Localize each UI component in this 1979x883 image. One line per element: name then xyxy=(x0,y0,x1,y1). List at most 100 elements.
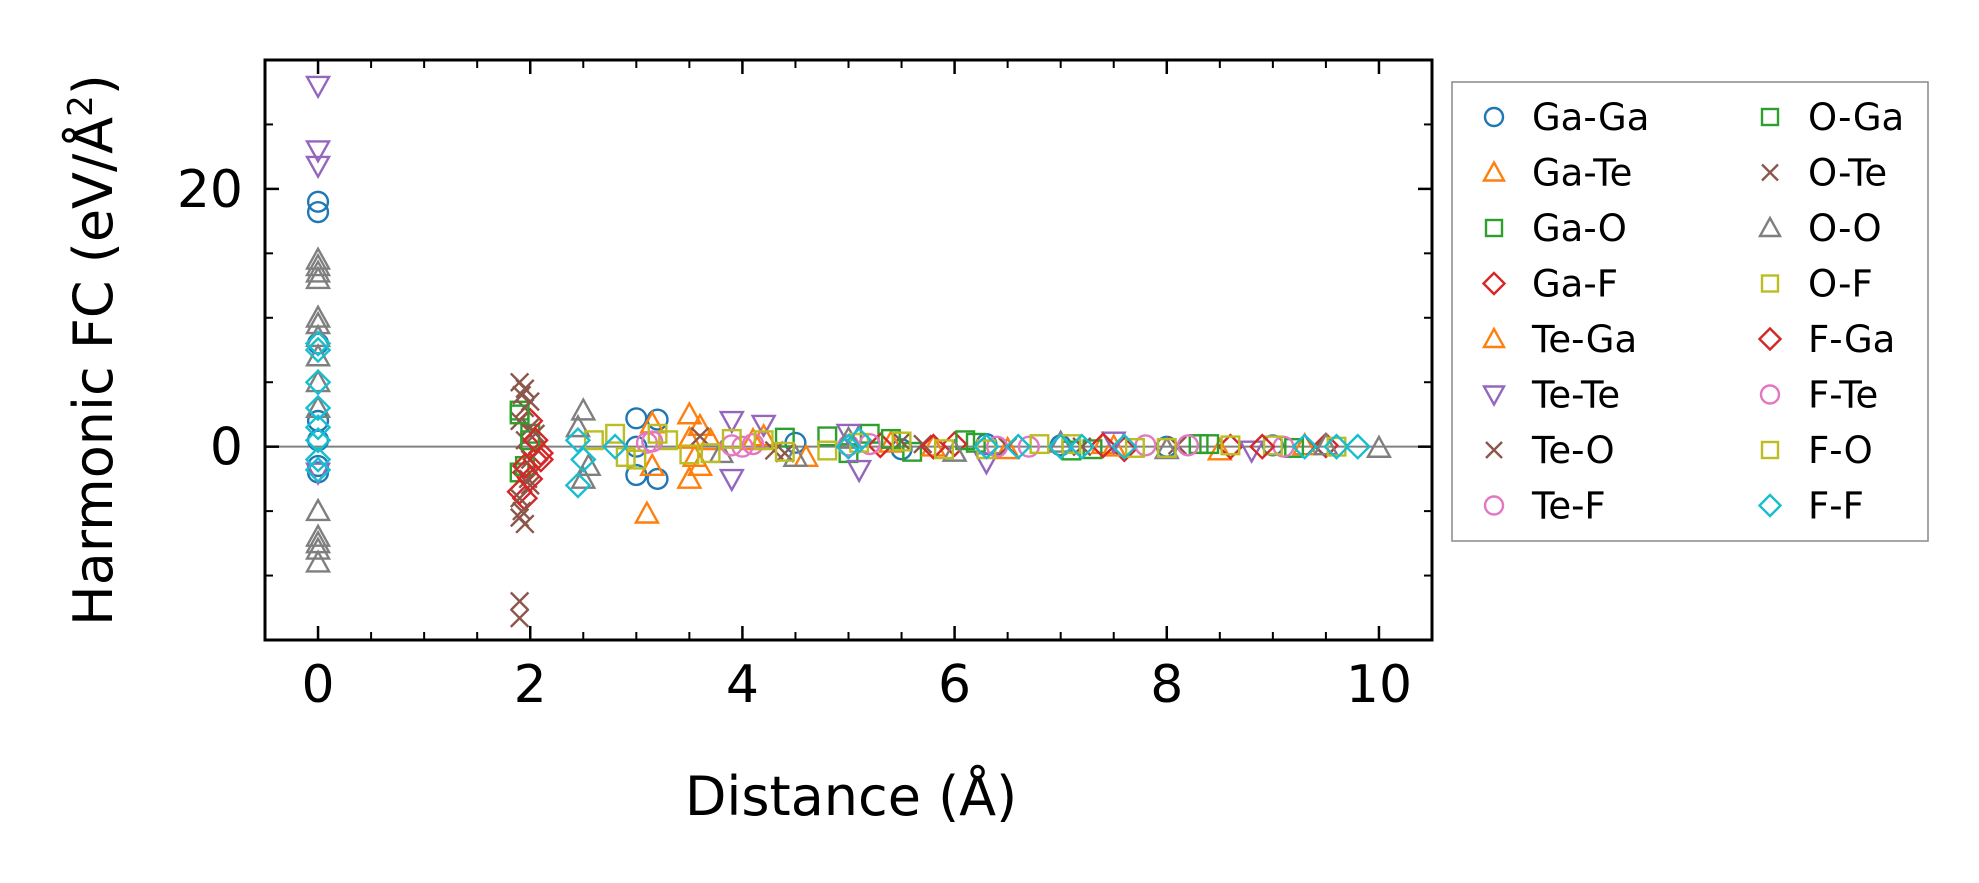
point-f-f xyxy=(304,456,332,484)
point-o-o xyxy=(305,310,332,335)
legend-marker-ga-f xyxy=(1481,271,1507,296)
point-f-f xyxy=(304,330,332,357)
x-axis-label: Distance (Å) xyxy=(685,764,1017,828)
point-o-te xyxy=(520,391,540,412)
point-o-f xyxy=(817,440,838,461)
legend-marker-o-ga xyxy=(1760,107,1780,127)
point-o-f xyxy=(658,430,679,451)
legend: Ga-Ga Ga-Te Ga-O Ga-F Te-Ga Te-Te Te-O Te-F O-Ga… xyxy=(1451,81,1929,542)
point-f-f xyxy=(1004,433,1032,460)
legend-marker-f-te xyxy=(1759,384,1781,405)
legend-label-o-te: O-Te xyxy=(1808,152,1887,195)
point-o-o xyxy=(941,438,968,462)
x-tick-label: 10 xyxy=(1346,655,1412,715)
point-f-o xyxy=(721,428,742,449)
point-f-ga xyxy=(1249,433,1276,460)
point-o-f xyxy=(891,431,912,452)
y-axis-label: Harmonic FC (eV/Å2) xyxy=(61,74,125,626)
legend-box xyxy=(1451,81,1929,542)
y-axis-label-close: ) xyxy=(62,74,125,95)
point-o-o xyxy=(782,443,809,467)
point-ga-te xyxy=(676,465,703,489)
point-ga-ga xyxy=(646,467,669,490)
point-o-ga xyxy=(509,404,530,425)
point-f-f xyxy=(1344,433,1371,460)
point-te-te xyxy=(305,155,332,180)
point-ga-o xyxy=(902,441,923,462)
point-ga-f xyxy=(941,430,968,458)
point-te-ga xyxy=(920,433,947,457)
point-f-f xyxy=(304,446,332,473)
point-f-f xyxy=(304,414,332,441)
point-ga-te xyxy=(1291,431,1318,456)
legend-marker-o-o xyxy=(1757,215,1783,238)
point-f-o xyxy=(774,441,795,462)
point-f-o xyxy=(679,444,700,465)
point-o-ga xyxy=(1199,434,1220,455)
point-ga-te xyxy=(639,452,666,476)
legend-label-f-te: F-Te xyxy=(1808,374,1878,417)
point-f-f xyxy=(835,433,862,460)
point-f-o xyxy=(1124,437,1145,458)
point-o-f xyxy=(626,449,647,470)
x-tick-label: 4 xyxy=(726,655,759,715)
point-ga-o xyxy=(1284,437,1305,458)
point-ga-te xyxy=(877,429,904,453)
point-o-f xyxy=(700,443,721,464)
point-f-f xyxy=(1291,433,1318,460)
point-o-o xyxy=(305,265,332,290)
point-o-o xyxy=(835,425,862,449)
point-ga-ga xyxy=(306,190,330,213)
point-f-o xyxy=(933,439,954,460)
point-o-f xyxy=(753,430,774,451)
point-o-o xyxy=(305,246,332,270)
point-ga-o xyxy=(965,432,986,453)
plot-frame xyxy=(263,58,1434,642)
x-tick-label: 6 xyxy=(938,655,971,715)
legend-marker-f-f xyxy=(1757,493,1783,518)
point-o-o xyxy=(708,439,735,464)
point-o-o xyxy=(570,465,597,489)
point-ga-o xyxy=(774,427,795,448)
point-te-te xyxy=(718,468,745,493)
point-f-te xyxy=(1017,435,1040,458)
point-te-o xyxy=(509,591,530,611)
point-te-o xyxy=(690,426,710,447)
point-f-f xyxy=(304,336,332,364)
y-tick-label: 0 xyxy=(210,418,243,478)
point-te-te xyxy=(750,414,777,439)
point-f-te xyxy=(1176,434,1200,457)
point-o-o xyxy=(305,549,332,573)
point-o-te xyxy=(525,424,546,444)
point-f-f xyxy=(564,472,592,499)
legend-marker-ga-te xyxy=(1481,160,1507,182)
point-o-o xyxy=(305,536,332,560)
legend-label-ga-o: Ga-O xyxy=(1532,207,1627,250)
legend-label-te-f: Te-F xyxy=(1531,485,1606,528)
point-te-te xyxy=(973,452,1000,476)
point-te-ga xyxy=(1100,433,1127,457)
point-o-te xyxy=(509,507,530,528)
point-f-f xyxy=(304,368,332,396)
legend-label-te-te: Te-Te xyxy=(1531,374,1620,417)
point-f-ga xyxy=(527,446,555,473)
point-ga-te xyxy=(994,435,1021,460)
point-te-te xyxy=(305,462,332,486)
point-f-ga xyxy=(920,433,947,460)
legend-marker-te-te xyxy=(1481,385,1507,407)
point-o-ga xyxy=(880,428,901,449)
point-te-o xyxy=(509,411,530,431)
legend-label-ga-te: Ga-Te xyxy=(1532,152,1632,195)
legend-label-f-f: F-F xyxy=(1808,485,1864,528)
legend-label-o-o: O-O xyxy=(1808,207,1882,250)
point-o-te xyxy=(515,379,535,399)
legend-label-ga-f: Ga-F xyxy=(1532,263,1618,306)
legend-label-te-ga: Te-Ga xyxy=(1531,318,1637,361)
point-te-o xyxy=(509,608,530,628)
point-o-o xyxy=(575,452,602,476)
legend-marker-o-te xyxy=(1761,163,1779,182)
point-ga-o xyxy=(1188,434,1209,455)
point-f-f xyxy=(601,433,629,460)
point-f-f xyxy=(304,394,332,422)
